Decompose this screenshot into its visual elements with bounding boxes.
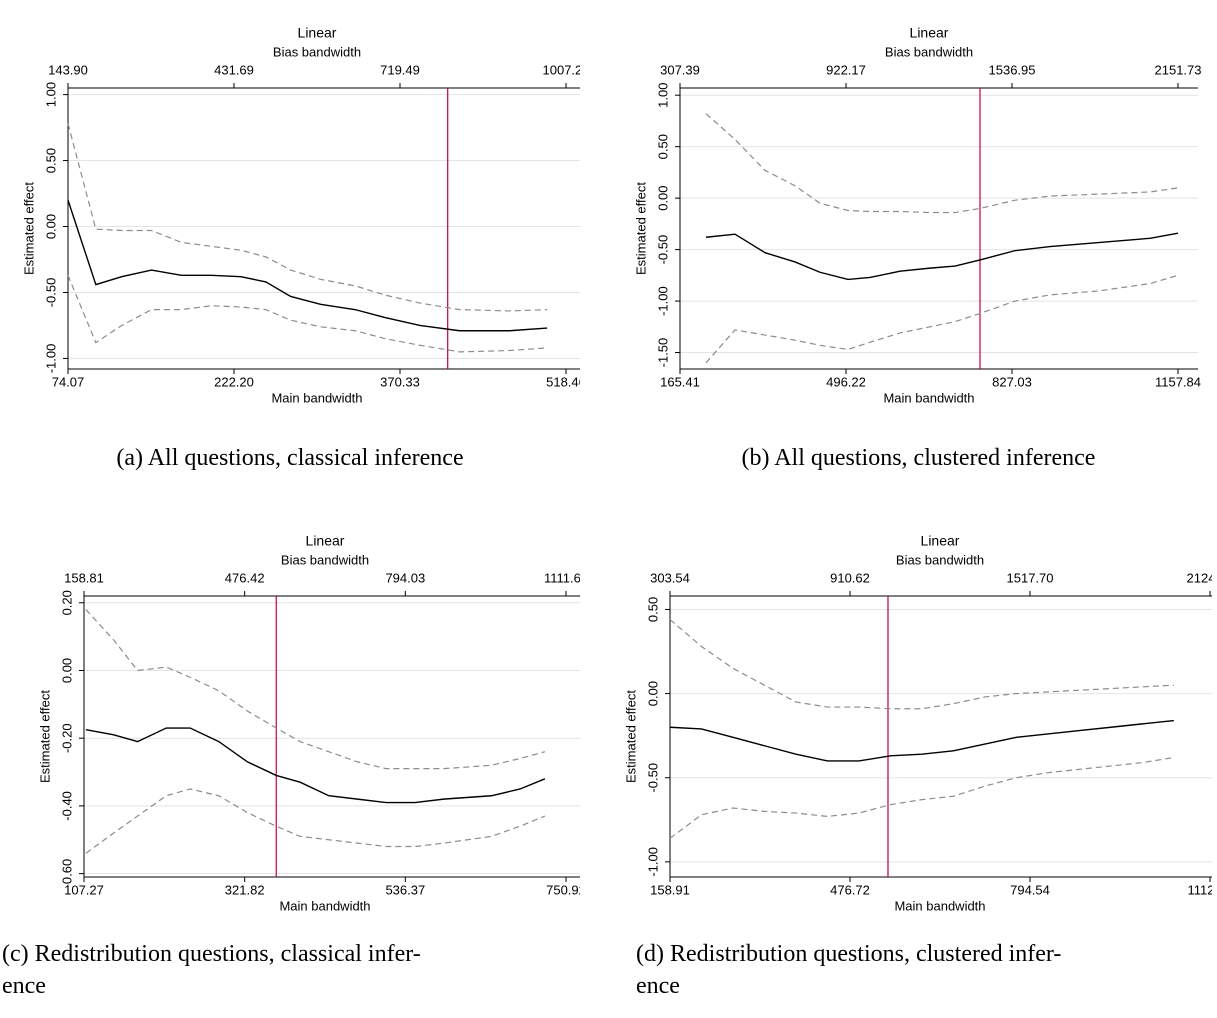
y-tick-label: 0.00 bbox=[59, 658, 74, 683]
series-line bbox=[670, 721, 1174, 761]
y-tick-label: -0.20 bbox=[59, 723, 74, 753]
series-line bbox=[68, 200, 547, 331]
series-line bbox=[670, 758, 1174, 839]
series-line bbox=[670, 620, 1174, 709]
x2-axis-label: Bias bandwidth bbox=[273, 44, 361, 59]
x2-axis-label: Bias bandwidth bbox=[885, 44, 973, 59]
series-line bbox=[68, 124, 547, 311]
x-tick-label: 536.37 bbox=[385, 882, 425, 897]
x2-tick-label: 158.81 bbox=[64, 570, 104, 585]
x-tick-label: 827.03 bbox=[992, 374, 1032, 389]
caption: (c) Redistribution questions, classical … bbox=[2, 938, 582, 1002]
chart-title: Linear bbox=[921, 533, 960, 549]
x-tick-label: 370.33 bbox=[380, 374, 420, 389]
y-tick-label: 1.00 bbox=[655, 83, 670, 108]
y-tick-label: 0.00 bbox=[655, 185, 670, 210]
series-line bbox=[86, 610, 545, 769]
chart-title: Linear bbox=[910, 25, 949, 41]
series-line bbox=[706, 275, 1178, 362]
chart-title: Linear bbox=[306, 533, 345, 549]
y-axis-label: Estimated effect bbox=[37, 690, 52, 783]
y-tick-label: 1.00 bbox=[43, 82, 58, 107]
y-tick-label: -0.50 bbox=[655, 235, 670, 265]
y-axis-label: Estimated effect bbox=[633, 182, 648, 275]
chart-panel: Linear Bias bandwidth Main bandwidth Estima… bbox=[623, 533, 1217, 914]
x-tick-label: 1157.84 bbox=[1155, 374, 1201, 389]
y-tick-label: 0.50 bbox=[43, 148, 58, 173]
x-axis-label: Main bandwidth bbox=[279, 898, 370, 913]
chart-panel: Linear Bias bandwidth Main bandwidth Estima… bbox=[21, 25, 589, 406]
x2-axis-label: Bias bandwidth bbox=[896, 552, 984, 567]
x2-tick-label: 431.69 bbox=[214, 62, 254, 77]
x-tick-label: 496.22 bbox=[826, 374, 866, 389]
x2-tick-label: 1111.64 bbox=[544, 570, 588, 585]
x2-tick-label: 2151.73 bbox=[1155, 62, 1202, 77]
x-tick-label: 222.20 bbox=[214, 374, 254, 389]
x-tick-label: 321.82 bbox=[225, 882, 265, 897]
x2-tick-label: 143.90 bbox=[48, 62, 88, 77]
x-tick-label: 750.92 bbox=[546, 882, 586, 897]
x-tick-label: 476.72 bbox=[830, 882, 870, 897]
chart-panel: Linear Bias bandwidth Main bandwidth Estima… bbox=[37, 533, 588, 914]
x2-tick-label: 794.03 bbox=[385, 570, 425, 585]
x-tick-label: 794.54 bbox=[1010, 882, 1050, 897]
x-tick-label: 1112.35 bbox=[1187, 882, 1217, 897]
y-tick-label: 0.20 bbox=[59, 590, 74, 615]
y-tick-label: -0.40 bbox=[59, 791, 74, 821]
series-line bbox=[706, 233, 1178, 279]
y-tick-label: -1.50 bbox=[655, 338, 670, 368]
x2-tick-label: 303.54 bbox=[650, 570, 690, 585]
x-tick-label: 158.91 bbox=[650, 882, 690, 897]
x-axis-label: Main bandwidth bbox=[883, 390, 974, 405]
x2-tick-label: 1517.70 bbox=[1007, 570, 1054, 585]
y-axis-label: Estimated effect bbox=[623, 690, 638, 783]
x-tick-label: 518.46 bbox=[546, 374, 586, 389]
x2-tick-label: 922.17 bbox=[826, 62, 866, 77]
series-line bbox=[86, 789, 545, 853]
y-tick-label: -0.50 bbox=[43, 278, 58, 308]
x-tick-label: 107.27 bbox=[64, 882, 104, 897]
y-tick-label: -1.00 bbox=[645, 847, 660, 877]
caption: (d) Redistribution questions, clustered … bbox=[636, 938, 1217, 1002]
y-tick-label: 0.50 bbox=[645, 597, 660, 622]
x2-axis-label: Bias bandwidth bbox=[281, 552, 369, 567]
x-tick-label: 74.07 bbox=[52, 374, 85, 389]
x2-tick-label: 1007.28 bbox=[543, 62, 590, 77]
y-tick-label: 0.00 bbox=[645, 681, 660, 706]
x2-tick-label: 719.49 bbox=[380, 62, 420, 77]
x2-tick-label: 910.62 bbox=[830, 570, 870, 585]
x2-tick-label: 307.39 bbox=[660, 62, 700, 77]
y-tick-label: -1.00 bbox=[655, 286, 670, 316]
series-line bbox=[68, 275, 547, 352]
x-axis-label: Main bandwidth bbox=[894, 898, 985, 913]
x2-tick-label: 2124.78 bbox=[1187, 570, 1217, 585]
y-tick-label: 0.00 bbox=[43, 214, 58, 239]
y-tick-label: -1.00 bbox=[43, 344, 58, 374]
series-line bbox=[86, 728, 545, 802]
chart-title: Linear bbox=[298, 25, 337, 41]
y-tick-label: -0.50 bbox=[645, 763, 660, 793]
x-tick-label: 165.41 bbox=[660, 374, 700, 389]
x2-tick-label: 1536.95 bbox=[989, 62, 1036, 77]
chart-panel: Linear Bias bandwidth Main bandwidth Estima… bbox=[633, 25, 1201, 406]
y-axis-label: Estimated effect bbox=[21, 182, 36, 275]
x2-tick-label: 476.42 bbox=[225, 570, 265, 585]
caption: (a) All questions, classical inference bbox=[0, 442, 580, 474]
caption: (b) All questions, clustered inference bbox=[620, 442, 1217, 474]
x-axis-label: Main bandwidth bbox=[271, 390, 362, 405]
y-tick-label: 0.50 bbox=[655, 134, 670, 159]
